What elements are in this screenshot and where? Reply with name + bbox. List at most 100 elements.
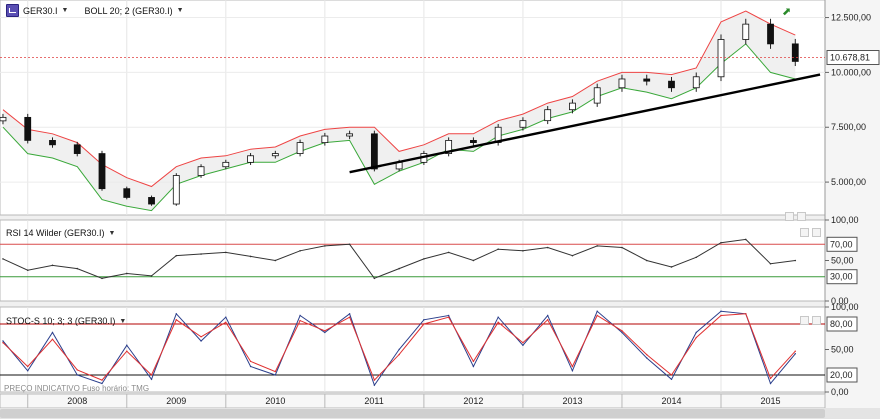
stoch-point-1-21 [522, 342, 524, 344]
stoch-point-1-27 [670, 374, 673, 376]
instrument-dropdown-icon[interactable]: ▼ [61, 7, 69, 14]
candle-body-10 [247, 155, 254, 163]
stoch-level-label-1: 20,00 [830, 370, 853, 380]
candle-body-23 [569, 102, 576, 111]
stoch-point-0-29 [720, 310, 722, 312]
stoch-point-1-7 [175, 319, 177, 321]
stoch-point-1-30 [745, 313, 747, 315]
rsi-level-box-0 [826, 236, 858, 252]
stoch-point-0-20 [497, 316, 499, 318]
candle-body-2 [49, 140, 56, 146]
rsi-point-28 [695, 256, 698, 259]
stoch-point-0-17 [423, 319, 425, 321]
indicator-dropdown-icon[interactable]: ▼ [176, 7, 184, 14]
stoch-pane-header: STOC-S 10; 3; 3 (GER30.I) ▼ [6, 316, 126, 326]
stoch-point-1-11 [274, 370, 277, 373]
stoch-point-1-29 [720, 314, 722, 317]
rsi-title[interactable]: RSI 14 Wilder (GER30.I) [6, 228, 105, 238]
stoch-point-1-6 [150, 374, 153, 376]
stoch-level-box-1 [826, 367, 858, 383]
time-axis-label-4: 2012 [463, 396, 483, 406]
time-axis-label-5: 2013 [562, 396, 582, 406]
stoch-point-1-0 [2, 342, 4, 344]
candle-body-24 [593, 87, 601, 104]
stoch-point-1-8 [200, 336, 202, 338]
trend-arrow-icon[interactable]: ⬈ [782, 5, 792, 18]
stoch-dropdown-icon[interactable]: ▼ [119, 317, 127, 325]
rsi-point-27 [670, 266, 673, 268]
stoch-pane-controls [800, 316, 821, 325]
stoch-point-0-2 [51, 331, 54, 334]
stoch-point-0-12 [299, 314, 301, 317]
price-tick-label-3: 12.500,00 [831, 13, 871, 23]
stoch-point-0-32 [794, 353, 796, 355]
rsi-level-label-0: 70,00 [830, 239, 853, 249]
stoch-point-0-24 [596, 310, 598, 312]
stoch-point-0-21 [522, 344, 524, 346]
stoch-point-0-8 [200, 340, 202, 342]
candle-body-9 [222, 161, 230, 168]
stoch-point-0-14 [348, 313, 351, 315]
rsi-point-13 [324, 245, 326, 247]
indicator-label[interactable]: BOLL 20; 2 (GER30.I) [84, 5, 173, 16]
stoch-close-icon[interactable] [812, 316, 821, 325]
rsi-point-29 [720, 241, 722, 244]
stoch-point-1-2 [51, 338, 54, 340]
candle-body-19 [470, 140, 477, 144]
stoch-point-0-28 [695, 331, 697, 334]
rsi-close-icon[interactable] [812, 228, 821, 237]
rsi-point-3 [76, 267, 79, 270]
stoch-point-0-13 [324, 331, 326, 334]
stoch-point-0-4 [101, 382, 103, 385]
stoch-point-1-31 [769, 377, 772, 380]
pane-close-icon[interactable] [797, 212, 806, 221]
rsi-point-9 [225, 251, 227, 254]
rsi-point-31 [769, 262, 772, 265]
instrument-icon[interactable] [6, 4, 19, 17]
rsi-point-18 [447, 251, 450, 254]
trendline [349, 73, 821, 174]
stoch-level-label-0: 80,00 [830, 319, 853, 329]
candle-body-12 [296, 142, 304, 154]
candle-body-7 [172, 175, 180, 205]
rsi-dropdown-icon[interactable]: ▼ [108, 229, 116, 237]
rsi-point-15 [373, 277, 376, 280]
pane-minimize-icon[interactable] [785, 212, 794, 221]
stoch-point-1-23 [571, 365, 574, 368]
rsi-pane-frame [0, 219, 826, 302]
stoch-point-1-17 [423, 323, 425, 325]
rsi-point-23 [571, 254, 574, 257]
candle-body-29 [717, 39, 725, 78]
stoch-point-1-28 [695, 336, 697, 339]
rsi-tick-label-2: 100,00 [831, 215, 859, 225]
rsi-point-30 [744, 238, 747, 241]
stoch-point-0-26 [646, 357, 648, 359]
stoch-point-1-22 [546, 319, 549, 321]
rsi-minimize-icon[interactable] [800, 228, 809, 237]
rsi-point-10 [249, 255, 252, 258]
stoch-point-0-7 [175, 313, 177, 315]
stoch-point-1-1 [27, 365, 29, 368]
rsi-level-box-1 [826, 269, 858, 285]
stoch-point-1-20 [497, 321, 499, 323]
rsi-point-14 [348, 243, 351, 246]
stoch-point-0-1 [27, 370, 29, 372]
stoch-title[interactable]: STOC-S 10; 3; 3 (GER30.I) [6, 316, 116, 326]
stoch-point-0-22 [546, 314, 549, 317]
candle-body-8 [197, 166, 205, 176]
stoch-point-1-9 [225, 321, 227, 323]
stoch-point-0-19 [472, 365, 475, 368]
main-pane-controls [785, 212, 806, 221]
rsi-tick-label-1: 50,00 [831, 256, 854, 266]
instrument-label[interactable]: GER30.I [23, 5, 58, 16]
stoch-minimize-icon[interactable] [800, 316, 809, 325]
stoch-point-0-15 [373, 384, 376, 386]
candle-body-5 [123, 188, 131, 198]
rsi-point-21 [522, 249, 524, 252]
stoch-point-0-10 [249, 365, 252, 368]
rsi-point-32 [794, 259, 797, 262]
time-axis-label-6: 2014 [661, 396, 681, 406]
rsi-point-6 [150, 275, 153, 277]
bollinger-band-fill [2, 10, 796, 211]
last-price-label: 10.678,81 [830, 53, 870, 63]
